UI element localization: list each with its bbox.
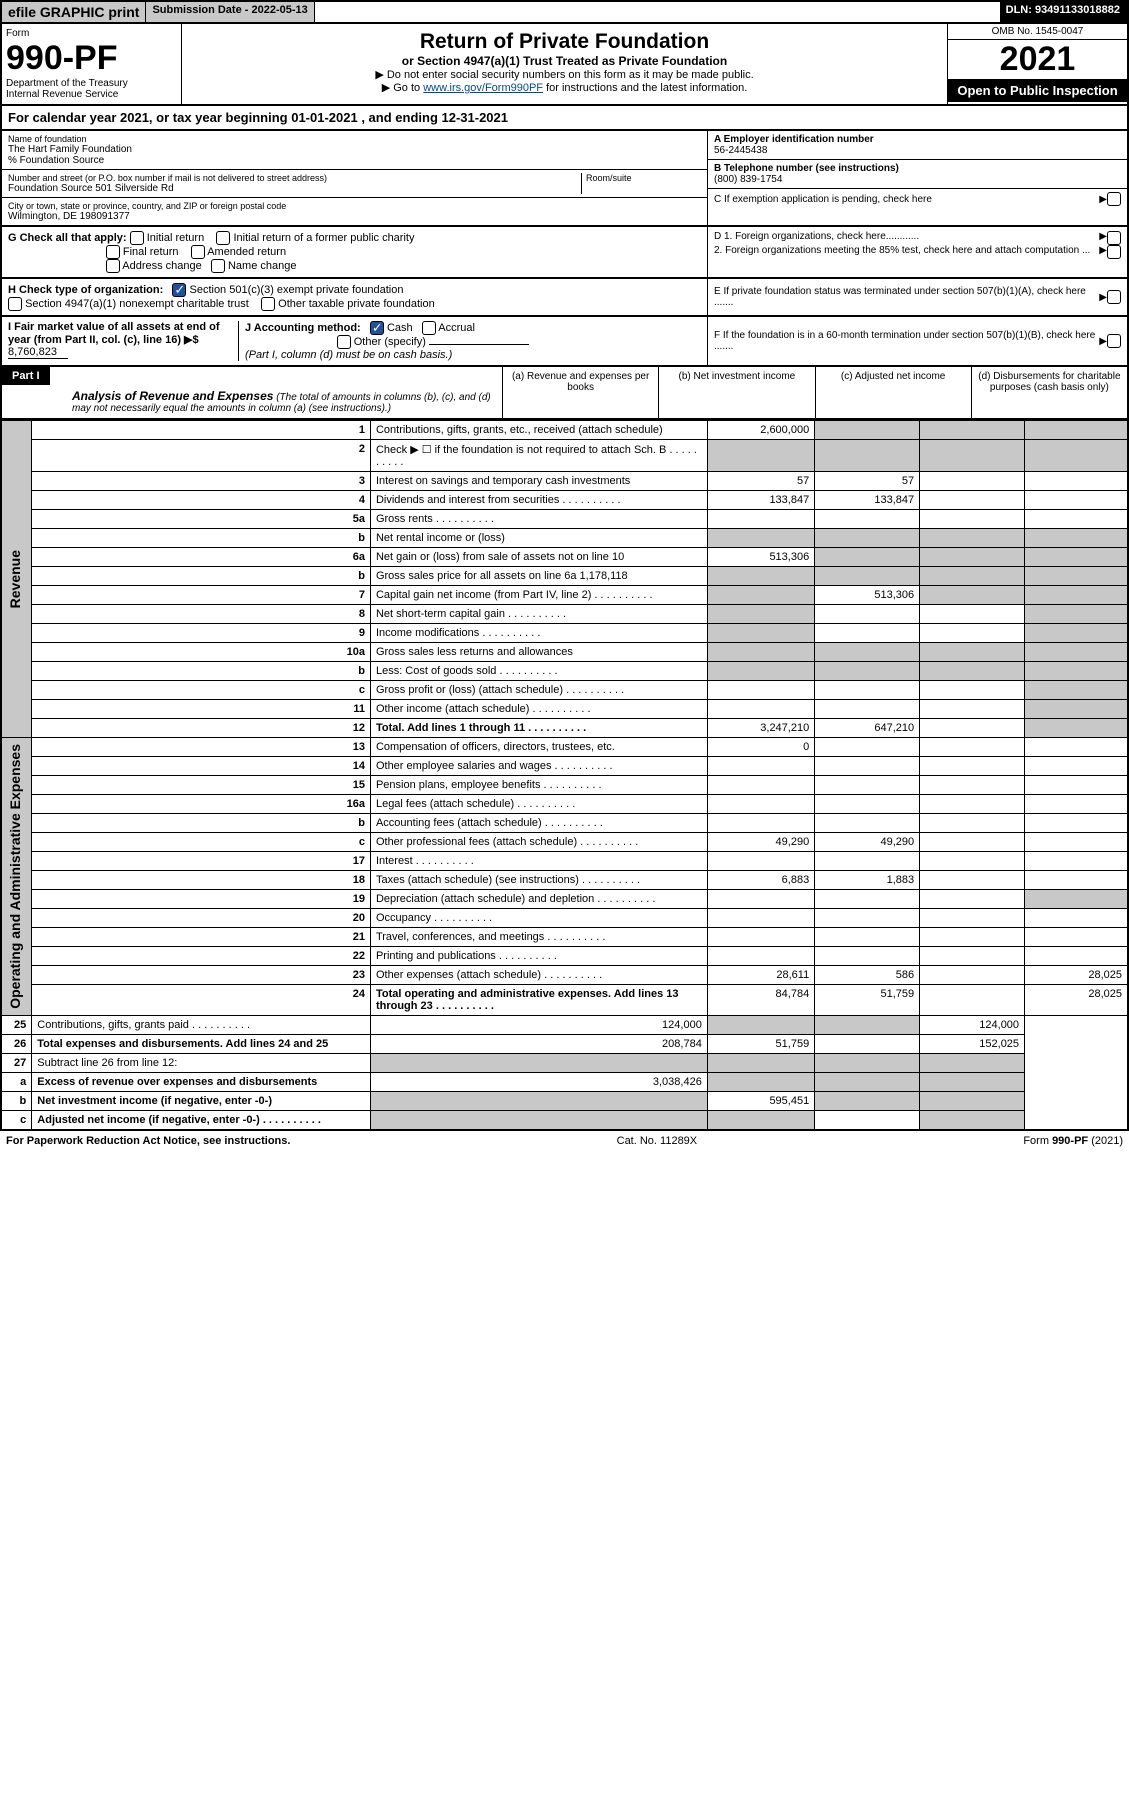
d2-checkbox[interactable] <box>1107 245 1121 259</box>
dln: DLN: 93491133018882 <box>1000 2 1127 22</box>
h-4947a1[interactable] <box>8 297 22 311</box>
part1-badge: Part I <box>2 367 50 385</box>
f-60month: F If the foundation is in a 60-month ter… <box>714 330 1099 352</box>
ein: 56-2445438 <box>714 145 1121 156</box>
col-d-header: (d) Disbursements for charitable purpose… <box>971 367 1127 418</box>
footer-mid: Cat. No. 11289X <box>617 1135 698 1147</box>
footer-right: Form 990-PF (2021) <box>1023 1135 1123 1147</box>
entity-info: Name of foundation The Hart Family Found… <box>0 131 1129 227</box>
form-note-1: ▶ Do not enter social security numbers o… <box>188 68 941 81</box>
form-label: Form <box>6 28 177 39</box>
d1-checkbox[interactable] <box>1107 231 1121 245</box>
h-501c3[interactable] <box>172 283 186 297</box>
part1-header: Part I Analysis of Revenue and Expenses … <box>0 367 1129 420</box>
i-label: I Fair market value of all assets at end… <box>8 321 220 346</box>
c-exemption: C If exemption application is pending, c… <box>714 194 1099 205</box>
top-bar: efile GRAPHIC print Submission Date - 20… <box>0 0 1129 24</box>
city-state-zip: Wilmington, DE 198091377 <box>8 211 701 222</box>
room-label: Room/suite <box>586 173 701 183</box>
efile-label[interactable]: efile GRAPHIC print <box>2 2 146 22</box>
name-label: Name of foundation <box>8 134 701 144</box>
j-other[interactable] <box>337 335 351 349</box>
foundation-source: % Foundation Source <box>8 155 701 166</box>
g-initial-return[interactable] <box>130 231 144 245</box>
i-value: 8,760,823 <box>8 346 68 359</box>
tax-year: 2021 <box>948 40 1127 79</box>
footer-left: For Paperwork Reduction Act Notice, see … <box>6 1135 290 1147</box>
j-cash[interactable] <box>370 321 384 335</box>
col-a-header: (a) Revenue and expenses per books <box>502 367 658 418</box>
page-footer: For Paperwork Reduction Act Notice, see … <box>0 1131 1129 1151</box>
j-accrual[interactable] <box>422 321 436 335</box>
dept-irs: Internal Revenue Service <box>6 89 177 100</box>
e-terminated: E If private foundation status was termi… <box>714 286 1099 308</box>
dept-treasury: Department of the Treasury <box>6 78 177 89</box>
h-label: H Check type of organization: <box>8 284 163 296</box>
omb-number: OMB No. 1545-0047 <box>948 24 1127 40</box>
d2-85pct: 2. Foreign organizations meeting the 85%… <box>714 245 1099 259</box>
g-final-return[interactable] <box>106 245 120 259</box>
j-note: (Part I, column (d) must be on cash basi… <box>245 349 452 361</box>
address: Foundation Source 501 Silverside Rd <box>8 183 581 194</box>
ein-label: A Employer identification number <box>714 134 1121 145</box>
form-title: Return of Private Foundation <box>188 30 941 54</box>
addr-label: Number and street (or P.O. box number if… <box>8 173 581 183</box>
form-number: 990-PF <box>6 39 177 78</box>
phone-label: B Telephone number (see instructions) <box>714 163 1121 174</box>
city-label: City or town, state or province, country… <box>8 201 701 211</box>
g-label: G Check all that apply: <box>8 232 127 244</box>
open-to-public: Open to Public Inspection <box>948 79 1127 102</box>
g-address-change[interactable] <box>106 259 120 273</box>
phone: (800) 839-1754 <box>714 174 1121 185</box>
j-label: J Accounting method: <box>245 322 361 334</box>
g-initial-former[interactable] <box>216 231 230 245</box>
calendar-year: For calendar year 2021, or tax year begi… <box>0 106 1129 131</box>
form-note-2: ▶ Go to www.irs.gov/Form990PF for instru… <box>188 81 941 94</box>
form990pf-link[interactable]: www.irs.gov/Form990PF <box>423 82 543 94</box>
d1-foreign: D 1. Foreign organizations, check here..… <box>714 231 1099 245</box>
e-checkbox[interactable] <box>1107 290 1121 304</box>
c-checkbox[interactable] <box>1107 192 1121 206</box>
g-amended[interactable] <box>191 245 205 259</box>
form-header: Form 990-PF Department of the Treasury I… <box>0 24 1129 106</box>
col-c-header: (c) Adjusted net income <box>815 367 971 418</box>
col-b-header: (b) Net investment income <box>658 367 814 418</box>
g-name-change[interactable] <box>211 259 225 273</box>
f-checkbox[interactable] <box>1107 334 1121 348</box>
submission-date: Submission Date - 2022-05-13 <box>146 2 314 22</box>
form-subtitle: or Section 4947(a)(1) Trust Treated as P… <box>188 54 941 68</box>
part1-table: Revenue1Contributions, gifts, grants, et… <box>0 420 1129 1131</box>
foundation-name: The Hart Family Foundation <box>8 144 701 155</box>
h-other-taxable[interactable] <box>261 297 275 311</box>
